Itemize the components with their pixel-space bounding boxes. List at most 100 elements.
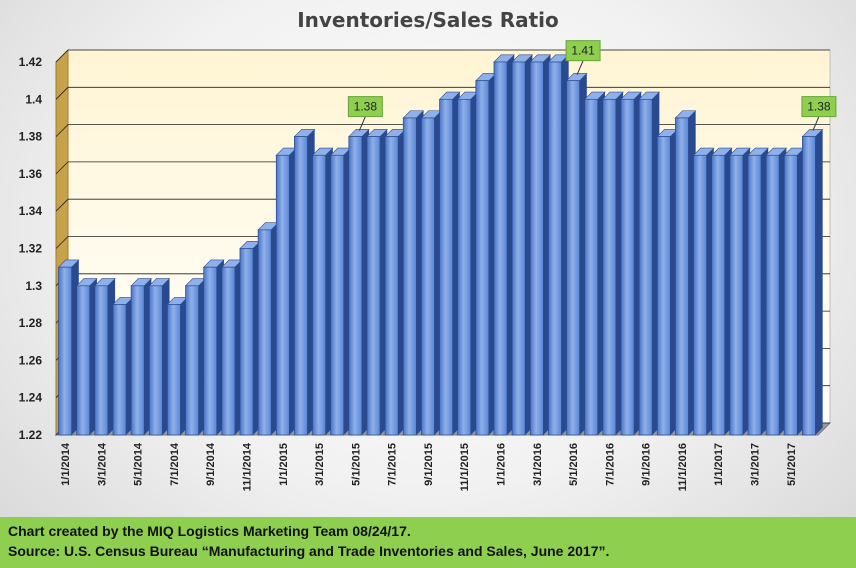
- bar: [475, 73, 497, 436]
- x-tick-label: 3/1/2017: [750, 443, 762, 486]
- footer-banner: Chart created by the MIQ Logistics Marke…: [0, 517, 856, 568]
- annotation-leader: [576, 60, 584, 75]
- x-tick-label: 9/1/2015: [423, 443, 435, 486]
- chart-title: Inventories/Sales Ratio: [297, 8, 559, 32]
- bar-front: [203, 266, 218, 436]
- x-tick-label: 5/1/2017: [786, 443, 798, 486]
- bar-front: [584, 98, 599, 436]
- x-tick-label: 1/1/2017: [713, 443, 725, 486]
- x-tick-label: 9/1/2014: [205, 442, 217, 486]
- annotation-box: [801, 96, 837, 118]
- bar: [366, 129, 388, 436]
- chart-plot: 1.22 1.24 1.26 1.28 1.3 1.32 1.34 1.36 1.38 1.4 1.…: [19, 40, 837, 491]
- bar: [638, 91, 661, 436]
- x-tick-label: 1/1/2015: [278, 443, 290, 486]
- bar: [747, 147, 769, 436]
- y-tick-label: 1.28: [19, 316, 43, 330]
- bar: [202, 259, 225, 436]
- bar-front: [402, 117, 417, 436]
- y-tick-label: 1.24: [19, 391, 43, 405]
- x-tick-label: 5/1/2014: [133, 442, 145, 486]
- annotation-label: 1.38: [354, 100, 378, 114]
- bar: [620, 91, 642, 436]
- y-tick-label: 1.3: [25, 279, 42, 293]
- bar-front: [384, 136, 399, 436]
- x-tick-label: 7/1/2016: [604, 443, 616, 486]
- bar-front: [221, 266, 236, 436]
- y-tick-label: 1.38: [19, 130, 43, 144]
- annotation-box: [565, 40, 601, 62]
- annotation-label: 1.41: [571, 44, 595, 58]
- bar: [783, 147, 806, 436]
- bar-front: [783, 154, 798, 436]
- bar: [438, 91, 461, 436]
- bar: [239, 241, 261, 436]
- bar: [348, 129, 370, 436]
- bar-front: [148, 285, 163, 436]
- bar: [602, 91, 624, 436]
- bar-front: [112, 304, 127, 436]
- bar: [257, 222, 280, 436]
- x-tick-label: 11/1/2016: [677, 443, 689, 491]
- bar: [511, 54, 534, 436]
- bar: [94, 278, 116, 436]
- bar-front: [366, 136, 381, 436]
- bar: [75, 278, 98, 436]
- bar-front: [475, 80, 490, 436]
- x-tick-label: 11/1/2014: [242, 442, 254, 491]
- bar: [801, 129, 824, 436]
- bar: [692, 147, 715, 436]
- bar-front: [457, 98, 472, 436]
- bar-front: [765, 154, 780, 436]
- bar-front: [294, 136, 308, 436]
- y-tick-label: 1.36: [19, 167, 43, 181]
- y-tick-label: 1.32: [19, 242, 43, 256]
- bar: [493, 54, 515, 436]
- bar: [765, 147, 788, 436]
- bar-front: [656, 136, 671, 436]
- bar-front: [94, 285, 109, 436]
- annotation-leader: [358, 116, 366, 131]
- x-tick-label: 1/1/2016: [496, 443, 508, 486]
- bar: [674, 110, 697, 436]
- x-tick-label: 9/1/2016: [641, 443, 653, 486]
- bar: [184, 278, 207, 436]
- x-tick-label: 7/1/2015: [387, 443, 399, 486]
- bar: [329, 147, 352, 436]
- x-tick-label: 7/1/2014: [169, 442, 181, 486]
- bar-front: [257, 229, 272, 436]
- bar-front: [711, 154, 726, 436]
- bar: [311, 147, 334, 436]
- bar-front: [185, 285, 199, 436]
- y-tick-label: 1.42: [19, 55, 43, 69]
- footer-source: Source: U.S. Census Bureau “Manufacturin…: [8, 543, 610, 559]
- y-tick-label: 1.26: [19, 353, 43, 367]
- bar: [402, 110, 425, 436]
- bar: [420, 110, 443, 436]
- bar: [729, 147, 751, 436]
- bar-side: [815, 129, 823, 435]
- bar: [547, 54, 570, 436]
- x-tick-label: 3/1/2015: [314, 443, 326, 486]
- bar-front: [529, 61, 544, 436]
- bar-front: [167, 304, 181, 436]
- bar-front: [638, 98, 653, 436]
- y-tick-label: 1.34: [19, 204, 43, 218]
- annotation-leader: [812, 116, 820, 131]
- x-tick-label: 3/1/2016: [532, 443, 544, 486]
- bar: [112, 296, 134, 436]
- bar-front: [312, 154, 326, 436]
- bar-front: [675, 117, 689, 436]
- bar-front: [511, 61, 526, 436]
- bar-front: [239, 248, 254, 436]
- footer-credit: Chart created by the MIQ Logistics Marke…: [8, 523, 411, 539]
- bar: [57, 259, 80, 436]
- bar-front: [566, 80, 580, 436]
- bar: [583, 91, 606, 436]
- bar-front: [729, 154, 744, 436]
- bar-front: [548, 61, 562, 436]
- bar: [166, 296, 189, 436]
- bar-front: [348, 136, 363, 436]
- bar-front: [76, 285, 91, 436]
- bar-front: [130, 285, 145, 436]
